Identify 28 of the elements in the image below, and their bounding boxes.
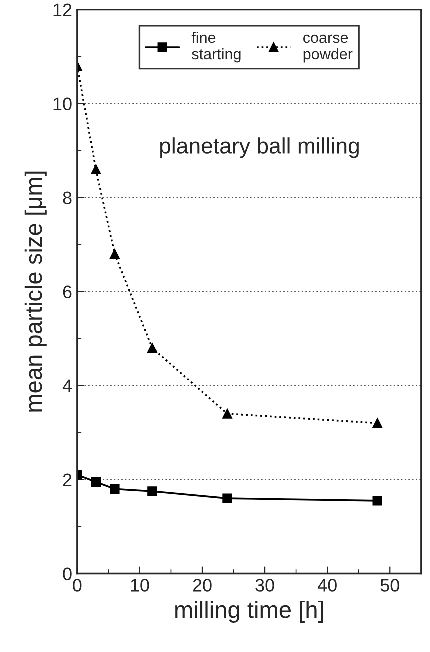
point (110, 249, 120, 260)
y-tick-label: 2 (63, 474, 72, 486)
point (372, 496, 382, 506)
x-tick-label: 50 (380, 579, 400, 592)
x-tick-label: 0 (73, 579, 82, 592)
y-tick-label: 6 (63, 286, 72, 298)
x-tick-label: 40 (318, 579, 337, 592)
y-tick-label: 0 (63, 568, 72, 580)
point (222, 409, 232, 419)
point (148, 343, 158, 354)
x-tick-label: 20 (193, 579, 212, 592)
y-tick-label: 10 (54, 98, 72, 110)
legend-label: fine starting (192, 32, 241, 63)
point (148, 486, 158, 496)
y-axis-title: mean particle size [μm] (24, 172, 47, 412)
y-tick-label: 8 (63, 192, 72, 204)
annotation: planetary ball milling (160, 138, 359, 158)
y-tick-label: 4 (62, 380, 72, 392)
x-axis-title: milling time [h] (176, 601, 324, 624)
legend-label: coarse powder (304, 34, 353, 63)
point (110, 484, 120, 494)
x-tick-label: 10 (131, 579, 150, 592)
y-tick-label: 12 (54, 4, 72, 16)
x-tick-label: 30 (256, 579, 274, 592)
point (91, 477, 102, 487)
point (222, 494, 232, 504)
point (372, 418, 382, 428)
point (91, 164, 102, 174)
